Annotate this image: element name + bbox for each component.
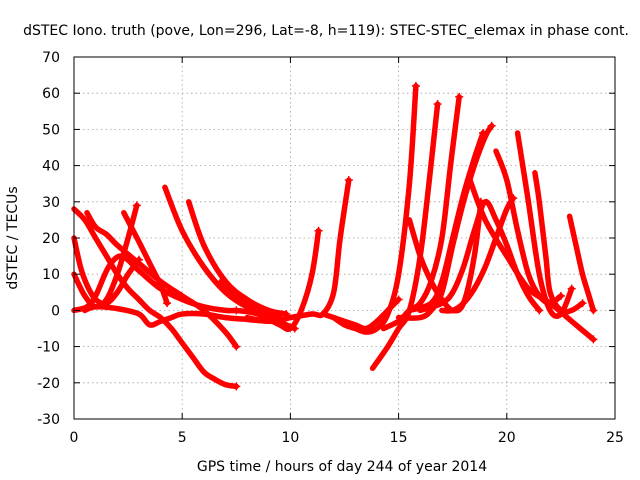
y-tick-label: 60 [42, 86, 60, 102]
series-endpoint-marker [344, 176, 353, 185]
tick-group: 0 5 10 15 20 25 -30 -20 -10 0 10 20 30 40 50 60 70 [37, 50, 624, 446]
series-group [71, 81, 598, 391]
x-tick-label: 25 [606, 430, 624, 446]
series-endpoint-marker [232, 382, 241, 391]
series-endpoint-marker [314, 226, 323, 235]
y-tick-label: -20 [37, 376, 60, 392]
series-endpoint-marker [567, 284, 576, 293]
x-tick-label: 5 [178, 430, 187, 446]
series-line-arc4 [71, 253, 240, 314]
series-endpoint-marker [589, 335, 598, 344]
series-endpoint-marker [535, 306, 544, 315]
series-line-arc10 [218, 278, 298, 332]
chart-title: dSTEC Iono. truth (pove, Lon=296, Lat=-8… [23, 23, 629, 39]
series-endpoint-marker [411, 81, 420, 90]
series-endpoint-marker [132, 201, 141, 210]
series-line-arc14 [330, 83, 419, 335]
series-line-arc18 [406, 130, 486, 314]
series-endpoint-marker [163, 299, 172, 308]
series-endpoint-marker [556, 291, 565, 300]
series-line-arc26 [566, 213, 597, 314]
series-line-arc12 [244, 177, 352, 325]
series-line-arc25 [532, 170, 586, 315]
y-tick-label: 50 [42, 122, 60, 138]
x-tick-label: 20 [498, 430, 516, 446]
series-line-arc21 [439, 195, 517, 314]
y-tick-label: 40 [42, 159, 60, 175]
y-tick-label: -30 [37, 412, 60, 428]
series-endpoint-marker [455, 92, 464, 101]
series-endpoint-marker [478, 129, 487, 138]
series-endpoint-marker [589, 306, 598, 315]
series-endpoint-marker [232, 342, 241, 351]
series-line-arc5 [84, 209, 240, 350]
x-tick-label: 0 [70, 430, 79, 446]
series-line-arc3 [71, 202, 140, 310]
series-line-arc9 [185, 199, 289, 317]
series-line-arc1 [71, 206, 240, 390]
x-axis-label: GPS time / hours of day 244 of year 2014 [197, 459, 487, 475]
x-tick-label: 15 [390, 430, 408, 446]
series-endpoint-marker [578, 299, 587, 308]
y-tick-label: -10 [37, 340, 60, 356]
y-tick-label: 30 [42, 195, 60, 211]
series-line-arc6 [121, 209, 170, 306]
y-tick-label: 0 [51, 303, 60, 319]
y-tick-label: 10 [42, 267, 60, 283]
series-line-arc11 [233, 228, 322, 333]
series-endpoint-marker [394, 295, 403, 304]
y-axis-label: dSTEC / TECUs [5, 186, 21, 289]
series-line-arc19 [406, 199, 484, 314]
series-endpoint-marker [487, 121, 496, 130]
y-tick-label: 70 [42, 50, 60, 66]
series-endpoint-marker [433, 100, 442, 109]
series-line-arc22 [467, 177, 597, 343]
x-tick-label: 10 [281, 430, 299, 446]
y-tick-label: 20 [42, 231, 60, 247]
series-line-arc23 [493, 148, 564, 306]
